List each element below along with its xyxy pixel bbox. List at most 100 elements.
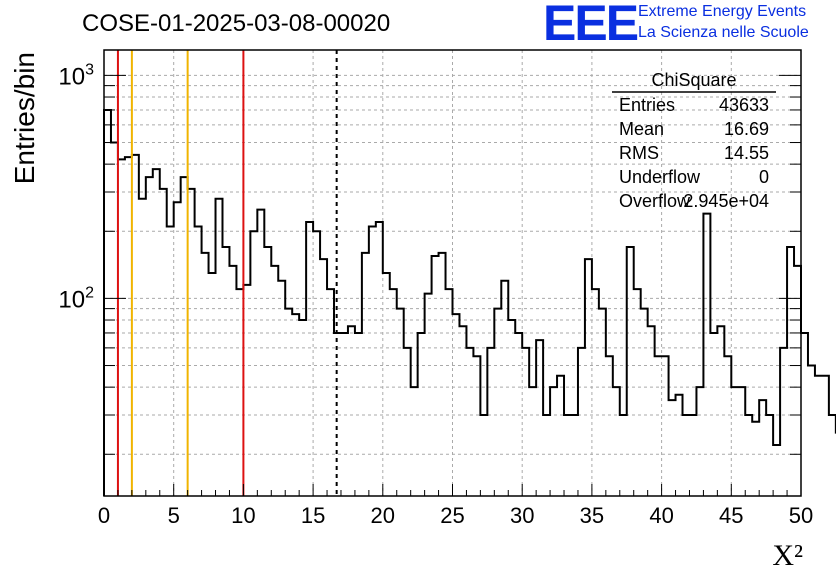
- stats-label: RMS: [619, 143, 659, 163]
- histogram-bin: [341, 333, 348, 496]
- stats-value: 43633: [719, 95, 769, 115]
- histogram-bin: [104, 110, 111, 496]
- stats-label: Entries: [619, 95, 675, 115]
- histogram-bin: [278, 281, 285, 496]
- histogram-bin: [696, 387, 703, 496]
- chart-title: COSE-01-2025-03-08-00020: [82, 10, 391, 37]
- x-tick-label: 0: [98, 503, 110, 528]
- histogram-bin: [390, 289, 397, 496]
- eee-logo: EEE: [543, 0, 639, 51]
- histogram-bin: [459, 326, 466, 496]
- y-tick-labels: 102 103: [58, 61, 94, 313]
- histogram-bin: [299, 320, 306, 496]
- histogram-bin: [383, 273, 390, 496]
- histogram-bin: [627, 247, 634, 496]
- histogram-bin: [306, 222, 313, 496]
- histogram-bin: [425, 294, 432, 496]
- x-tick-label: 45: [719, 503, 743, 528]
- stats-box: ChiSquare Entries 43633 Mean 16.69 RMS 14.55 U…: [612, 70, 776, 211]
- histogram-bin: [599, 309, 606, 496]
- x-tick-label: 20: [371, 503, 395, 528]
- histogram-bin: [376, 222, 383, 496]
- y-axis-label: Entries/bin: [9, 52, 40, 184]
- histogram-bin: [480, 415, 487, 496]
- histogram-bin: [613, 387, 620, 496]
- x-axis-label: X²: [772, 539, 803, 572]
- histogram-bin: [655, 356, 662, 496]
- histogram-bin: [703, 214, 710, 496]
- histogram-bin: [132, 155, 139, 496]
- histogram-bin: [564, 415, 571, 496]
- histogram-bin: [745, 415, 752, 496]
- histogram-bin: [418, 333, 425, 496]
- histogram-bin: [473, 356, 480, 496]
- x-tick-label: 5: [168, 503, 180, 528]
- stats-value: 14.55: [724, 143, 769, 163]
- stats-label: Underflow: [619, 167, 701, 187]
- histogram-bin: [250, 231, 257, 496]
- histogram-bin: [571, 415, 578, 496]
- histogram-bin: [320, 259, 327, 496]
- histogram-bin: [557, 376, 564, 496]
- stats-title: ChiSquare: [651, 70, 736, 90]
- histogram-bin: [285, 309, 292, 496]
- histogram-bin: [766, 415, 773, 496]
- histogram-bin: [536, 340, 543, 496]
- histogram-bin: [125, 157, 132, 496]
- x-tick-label: 50: [789, 503, 813, 528]
- histogram-bin: [487, 348, 494, 496]
- stats-label: Mean: [619, 119, 664, 139]
- histogram-bin: [264, 247, 271, 496]
- histogram-bin: [313, 231, 320, 496]
- histogram-bin: [397, 309, 404, 496]
- histogram-bin: [808, 366, 815, 496]
- x-tick-label: 35: [580, 503, 604, 528]
- histogram-bin: [202, 253, 209, 496]
- histogram-bin: [327, 289, 334, 496]
- histogram-bin: [432, 256, 439, 496]
- histogram-bin: [787, 247, 794, 496]
- x-tick-label: 10: [231, 503, 255, 528]
- histogram-bin: [355, 333, 362, 496]
- histogram-bin: [829, 415, 836, 496]
- histogram-bin: [550, 387, 557, 496]
- reference-lines: [116, 50, 338, 496]
- histogram-bin: [648, 326, 655, 496]
- x-tick-labels: 0 5 10 15 20 25 30 35 40 45 50: [98, 503, 813, 528]
- x-tick-label: 40: [649, 503, 673, 528]
- stats-label: Overflow: [619, 191, 691, 211]
- logo-subtitle-2: La Scienza nelle Scuole: [638, 24, 809, 41]
- histogram-bin: [139, 199, 146, 496]
- histogram-bin: [369, 227, 376, 496]
- histogram-bin: [578, 348, 585, 496]
- histogram-bin: [160, 189, 167, 496]
- histogram-bin: [522, 348, 529, 496]
- histogram-bin: [508, 320, 515, 496]
- histogram-bin: [529, 387, 536, 496]
- histogram-bin: [738, 387, 745, 496]
- histogram-bin: [188, 189, 195, 496]
- histogram-bin: [592, 289, 599, 496]
- histogram-bin: [439, 253, 446, 496]
- histogram-outline: [103, 108, 836, 496]
- histogram-bin: [111, 143, 118, 496]
- histogram-bin: [257, 210, 264, 496]
- histogram-bin: [543, 415, 550, 496]
- histogram-bin: [634, 289, 641, 496]
- histogram-bin: [794, 266, 801, 496]
- logo-subtitle-1: Extreme Energy Events: [638, 3, 807, 20]
- histogram-bin: [229, 266, 236, 496]
- histogram-bin: [585, 259, 592, 496]
- histogram-bin: [731, 387, 738, 496]
- histogram-bin: [724, 356, 731, 496]
- histogram-bin: [717, 326, 724, 496]
- histogram-bin: [146, 177, 153, 496]
- histogram-bin: [669, 400, 676, 496]
- histogram-bin: [466, 348, 473, 496]
- histogram-bin: [710, 333, 717, 496]
- histogram-bin: [209, 273, 216, 496]
- histogram-bin: [501, 281, 508, 496]
- histogram-bin: [689, 415, 696, 496]
- histogram-bin: [222, 247, 229, 496]
- histogram-bin: [759, 400, 766, 496]
